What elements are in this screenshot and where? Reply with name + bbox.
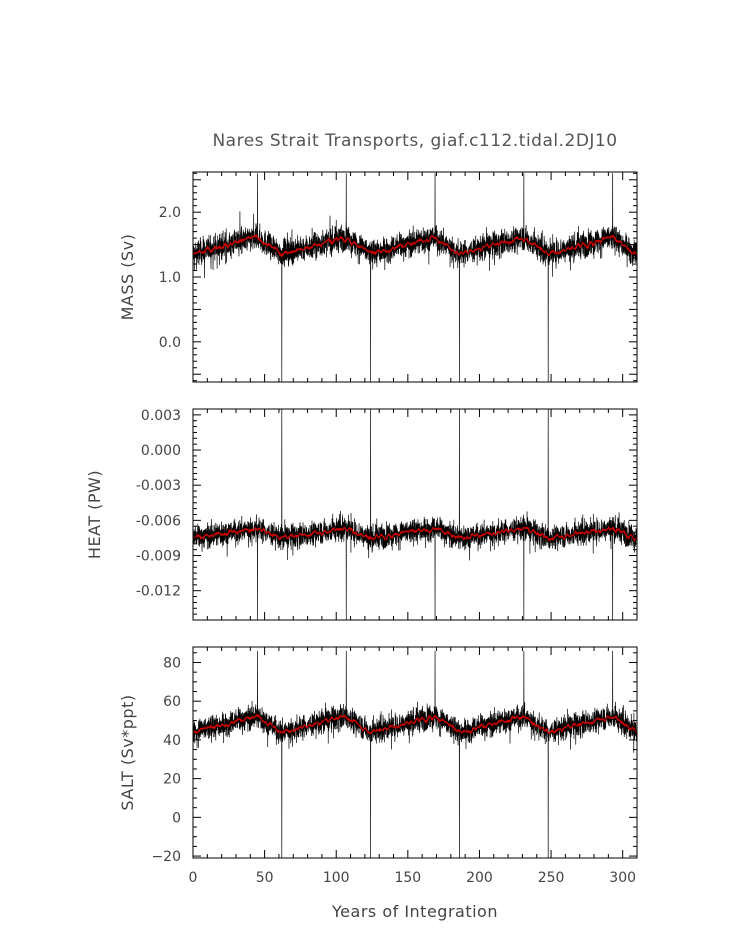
figure-title: Nares Strait Transports, giaf.c112.tidal… xyxy=(212,131,617,151)
x-tick-label: 0 xyxy=(189,870,198,886)
x-tick-label: 200 xyxy=(466,870,493,886)
y-axis-label: SALT (Sv*ppt) xyxy=(118,694,137,810)
y-tick-label: -0.009 xyxy=(136,549,181,565)
y-tick-label: 2.0 xyxy=(159,205,181,221)
y-tick-label: 0.000 xyxy=(141,443,181,459)
x-tick-label: 100 xyxy=(323,870,350,886)
y-tick-label: 0.0 xyxy=(159,335,181,351)
y-tick-label: −20 xyxy=(151,849,181,865)
panel-2: -0.012 -0.009 -0.006 -0.003 0.000 0.003 HEAT (… xyxy=(85,408,638,621)
series-raw-line xyxy=(193,173,637,382)
y-tick-label: 0.003 xyxy=(141,408,181,424)
y-tick-label: 40 xyxy=(163,733,181,749)
series-mean-line xyxy=(193,234,637,259)
panel-3: 0 50 100 150 200 250 300 −20 0 20 40 60 80 SALT (Sv*p… xyxy=(118,646,638,886)
series-mean-line xyxy=(193,525,637,542)
y-tick-label: 1.0 xyxy=(159,270,181,286)
x-tick-label: 50 xyxy=(256,870,274,886)
y-tick-label: -0.012 xyxy=(136,584,181,600)
plot-frame xyxy=(192,646,638,859)
x-axis-label: Years of Integration xyxy=(331,902,498,921)
x-tick-label: 250 xyxy=(538,870,565,886)
series-raw-line xyxy=(193,650,637,858)
x-tick-label: 300 xyxy=(609,870,636,886)
y-tick-label: 60 xyxy=(163,694,181,710)
y-tick-label: 80 xyxy=(163,655,181,671)
y-tick-label: -0.006 xyxy=(136,513,181,529)
y-tick-label: 20 xyxy=(163,772,181,788)
y-axis-label: HEAT (PW) xyxy=(85,470,104,559)
y-axis-label: MASS (Sv) xyxy=(118,234,137,321)
y-tick-label: -0.003 xyxy=(136,478,181,494)
y-tick-label: 0 xyxy=(172,810,181,826)
plot-frame xyxy=(192,408,638,621)
plot-frame xyxy=(192,171,638,383)
series-mean-line xyxy=(193,713,637,735)
panel-1: 0.0 1.0 2.0 MASS (Sv) xyxy=(118,171,638,383)
series-raw-line xyxy=(193,409,637,620)
x-tick-label: 150 xyxy=(394,870,421,886)
